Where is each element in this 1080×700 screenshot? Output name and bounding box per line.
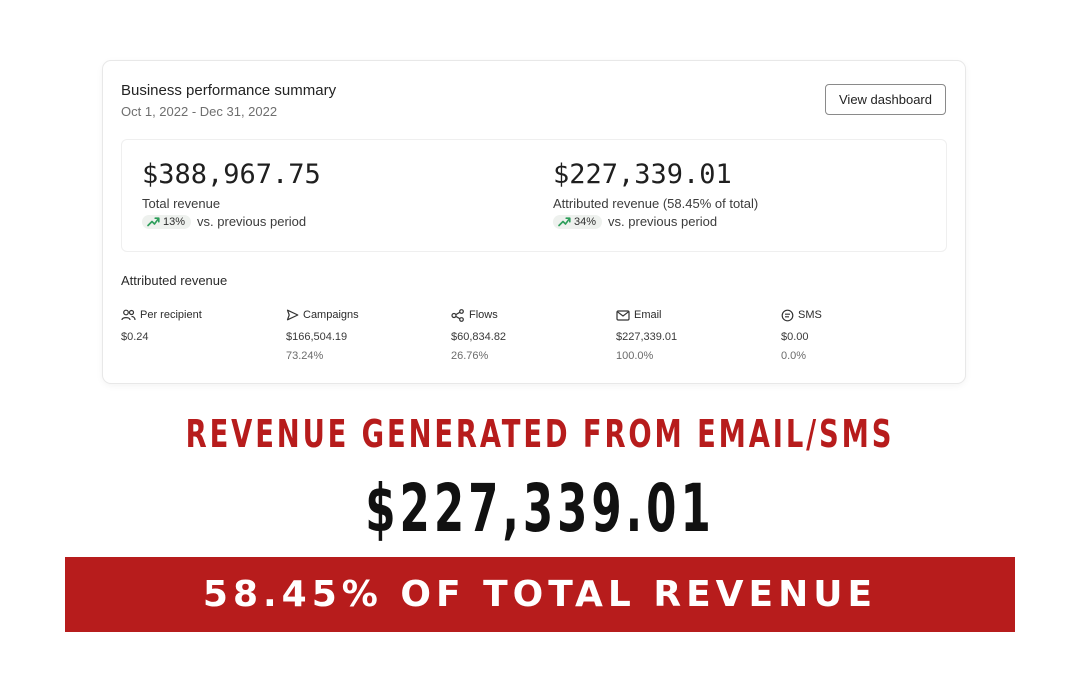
- sms-icon: [781, 309, 794, 322]
- metric-value: $166,504.19: [286, 331, 348, 343]
- metric-per-recipient: Per recipient $0.24: [121, 308, 281, 343]
- flows-icon: [451, 308, 465, 322]
- big-revenue-value: $227,339.01: [365, 470, 715, 547]
- change-text: vs. previous period: [197, 214, 307, 229]
- send-icon: [286, 309, 299, 321]
- metric-flows: Flows $60,834.82 26.76%: [451, 308, 611, 362]
- users-icon: [121, 309, 136, 321]
- revenue-stats-box: $388,967.75 Total revenue 13% vs. previo…: [121, 139, 947, 252]
- metric-label: Campaigns: [303, 309, 359, 321]
- metric-sms: SMS $0.00 0.0%: [781, 308, 941, 362]
- performance-summary-card: Business performance summary Oct 1, 2022…: [103, 61, 965, 383]
- change-pill: 13%: [142, 214, 192, 229]
- attributed-revenue-label: Attributed revenue (58.45% of total): [553, 196, 759, 211]
- metric-value: $227,339.01: [616, 331, 678, 343]
- metric-campaigns: Campaigns $166,504.19 73.24%: [286, 308, 446, 362]
- total-revenue-stat: $388,967.75 Total revenue 13% vs. previo…: [142, 158, 321, 229]
- card-title: Business performance summary: [121, 82, 337, 99]
- metric-percent: 73.24%: [286, 350, 324, 362]
- change-pill: 34%: [553, 214, 603, 229]
- metric-value: $0.00: [781, 331, 809, 343]
- metric-percent: 0.0%: [781, 350, 807, 362]
- metric-label: Flows: [469, 309, 498, 321]
- attributed-metrics: Per recipient $0.24 Campaigns $166,504.1…: [121, 308, 947, 368]
- change-percent: 34%: [574, 215, 597, 228]
- attributed-revenue-change: 34% vs. previous period: [553, 214, 758, 229]
- metric-label: SMS: [798, 309, 822, 321]
- metric-email: Email $227,339.01 100.0%: [616, 308, 776, 362]
- total-revenue-value: $388,967.75: [142, 159, 321, 190]
- headline: REVENUE GENERATED FROM EMAIL/SMS: [185, 412, 895, 456]
- metric-percent: 26.76%: [451, 350, 489, 362]
- total-revenue-change: 13% vs. previous period: [142, 214, 321, 229]
- change-percent: 13%: [163, 215, 186, 228]
- date-range: Oct 1, 2022 - Dec 31, 2022: [121, 104, 278, 119]
- banner-text: 58.45% OF TOTAL REVENUE: [202, 574, 878, 615]
- change-text: vs. previous period: [608, 214, 718, 229]
- mail-icon: [616, 309, 630, 321]
- percentage-banner: 58.45% OF TOTAL REVENUE: [65, 557, 1015, 632]
- trend-up-icon: [558, 216, 571, 227]
- attributed-revenue-value: $227,339.01: [553, 159, 732, 190]
- metric-percent: 100.0%: [616, 350, 654, 362]
- view-dashboard-button[interactable]: View dashboard: [825, 84, 946, 115]
- metric-value: $0.24: [121, 331, 149, 343]
- attributed-section-title: Attributed revenue: [121, 273, 228, 288]
- attributed-revenue-stat: $227,339.01 Attributed revenue (58.45% o…: [553, 158, 758, 229]
- metric-label: Email: [634, 309, 662, 321]
- trend-up-icon: [147, 216, 160, 227]
- metric-label: Per recipient: [140, 309, 202, 321]
- metric-value: $60,834.82: [451, 331, 507, 343]
- total-revenue-label: Total revenue: [142, 196, 221, 211]
